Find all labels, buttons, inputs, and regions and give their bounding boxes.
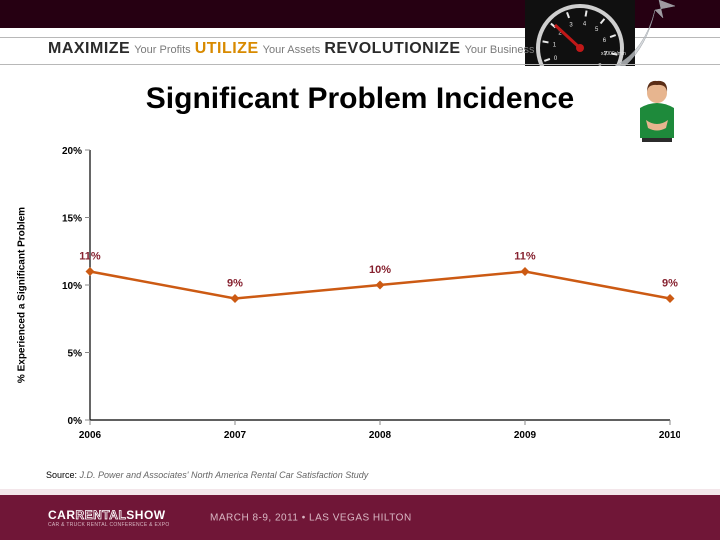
tagline-word: UTILIZE: [195, 40, 259, 58]
tagline-sub: Your Assets: [263, 44, 321, 56]
header-rule-lower: [0, 64, 720, 65]
header: 012345678x1000r/min MAXIMIZE Your Profits…: [0, 0, 720, 68]
svg-text:9%: 9%: [227, 278, 243, 290]
tagline-sub: Your Profits: [134, 44, 190, 56]
chart: % Experienced a Significant Problem 0%5%…: [40, 140, 680, 450]
footer: CARRENTALSHOW CAR & TRUCK RENTAL CONFERE…: [0, 495, 720, 540]
y-axis-label: % Experienced a Significant Problem: [17, 207, 28, 383]
svg-text:5%: 5%: [68, 349, 83, 360]
footer-logo-mid: RENTAL: [76, 508, 127, 522]
footer-sub: CAR & TRUCK RENTAL CONFERENCE & EXPO: [48, 522, 170, 528]
header-gauge-graphic: 012345678x1000r/min: [525, 0, 675, 71]
svg-text:2008: 2008: [369, 430, 392, 441]
source-line: Source: J.D. Power and Associates' North…: [46, 470, 368, 480]
svg-text:2010: 2010: [659, 430, 680, 441]
svg-text:11%: 11%: [514, 251, 536, 263]
source-label: Source:: [46, 470, 77, 480]
svg-text:0%: 0%: [68, 416, 83, 427]
slide-title: Significant Problem Incidence: [0, 82, 720, 116]
svg-text:15%: 15%: [62, 214, 82, 225]
footer-logo-pre: CAR: [48, 508, 76, 522]
slide: 012345678x1000r/min MAXIMIZE Your Profits…: [0, 0, 720, 540]
svg-text:2007: 2007: [224, 430, 247, 441]
chart-svg: 0% 5% 10% 15% 20% 2006 2007 2008 2009 2010 11% 9% 10…: [40, 140, 680, 450]
presenter-image: [632, 78, 682, 142]
svg-text:10%: 10%: [62, 281, 82, 292]
footer-info: MARCH 8-9, 2011 • LAS VEGAS HILTON: [210, 512, 412, 523]
tagline-sub: Your Business: [465, 44, 535, 56]
svg-text:2006: 2006: [79, 430, 102, 441]
tagline-word: MAXIMIZE: [48, 40, 130, 58]
source-text: J.D. Power and Associates' North America…: [80, 470, 369, 480]
svg-text:10%: 10%: [369, 264, 391, 276]
svg-text:x1000r/min: x1000r/min: [601, 51, 626, 57]
svg-text:2009: 2009: [514, 430, 537, 441]
footer-logo: CARRENTALSHOW: [48, 508, 170, 522]
footer-logo-post: SHOW: [126, 508, 165, 522]
svg-text:9%: 9%: [662, 278, 678, 290]
svg-text:11%: 11%: [79, 251, 101, 263]
header-tagline: MAXIMIZE Your Profits UTILIZE Your AssetsRE…: [48, 40, 535, 58]
tagline-word: REVOLUTIONIZE: [324, 40, 460, 58]
svg-text:20%: 20%: [62, 146, 82, 157]
